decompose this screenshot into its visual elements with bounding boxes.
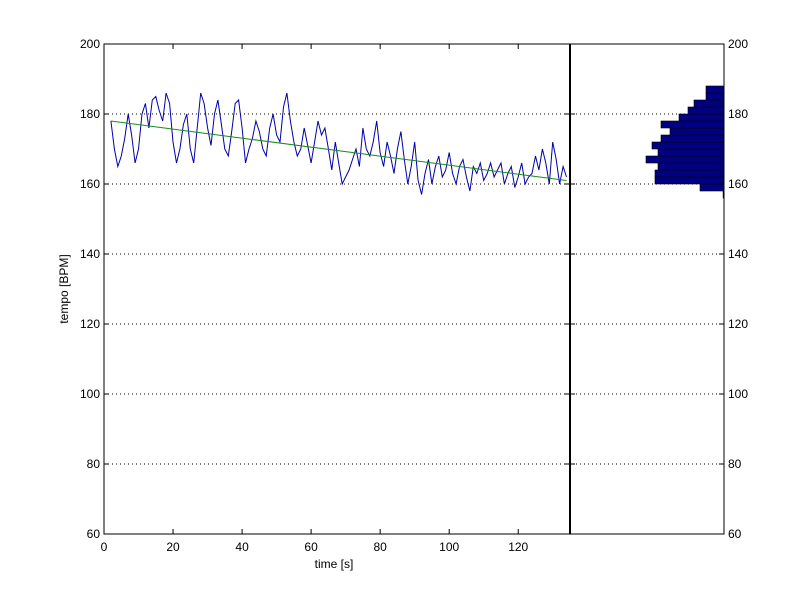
histogram-bar (693, 99, 725, 108)
histogram-bar (654, 169, 725, 178)
x-tick-label: 60 (304, 540, 318, 554)
histogram-bar (705, 85, 725, 94)
y-axis-label: tempo [BPM] (57, 254, 71, 323)
histogram-bar (654, 176, 725, 185)
x-tick-label: 20 (166, 540, 180, 554)
histogram-bar (705, 92, 725, 101)
histogram-bar (660, 134, 725, 143)
histogram-bar (678, 113, 725, 122)
series-layer (110, 92, 567, 195)
x-tick-label: 100 (439, 540, 459, 554)
y-right-tick-label: 140 (728, 247, 748, 261)
tempo-series-line (110, 92, 567, 195)
y-right-tick-label: 100 (728, 387, 748, 401)
x-tick-label: 0 (101, 540, 108, 554)
histogram-bar (651, 141, 725, 150)
grid-lines (104, 113, 724, 465)
histogram-layer (645, 85, 725, 199)
y-right-tick-label: 160 (728, 177, 748, 191)
histogram-bar (657, 148, 725, 157)
y-tick-label: 120 (80, 317, 100, 331)
histogram-bar (660, 120, 725, 129)
histogram-bar (657, 162, 725, 171)
y-tick-label: 100 (80, 387, 100, 401)
y-tick-label: 80 (87, 457, 101, 471)
axes-frame (103, 43, 725, 535)
histogram-bar (687, 106, 725, 115)
x-tick-label: 80 (373, 540, 387, 554)
y-right-tick-label: 180 (728, 107, 748, 121)
histogram-bar (669, 127, 725, 136)
x-tick-label: 120 (508, 540, 528, 554)
y-tick-label: 140 (80, 247, 100, 261)
y-right-tick-label: 60 (728, 527, 742, 541)
y-tick-label: 200 (80, 37, 100, 51)
y-right-tick-label: 80 (728, 457, 742, 471)
histogram-bar (645, 155, 725, 164)
y-tick-label: 180 (80, 107, 100, 121)
trend-line (110, 120, 567, 181)
y-tick-label: 160 (80, 177, 100, 191)
y-right-tick-label: 200 (728, 37, 748, 51)
axes-box (103, 43, 725, 535)
y-right-tick-label: 120 (728, 317, 748, 331)
tick-layer: 6080100120140160180200608010012014016018… (80, 37, 748, 554)
y-tick-label: 60 (87, 527, 101, 541)
histogram-bar (699, 183, 725, 192)
x-axis-label: time [s] (315, 557, 354, 571)
x-tick-label: 40 (235, 540, 249, 554)
